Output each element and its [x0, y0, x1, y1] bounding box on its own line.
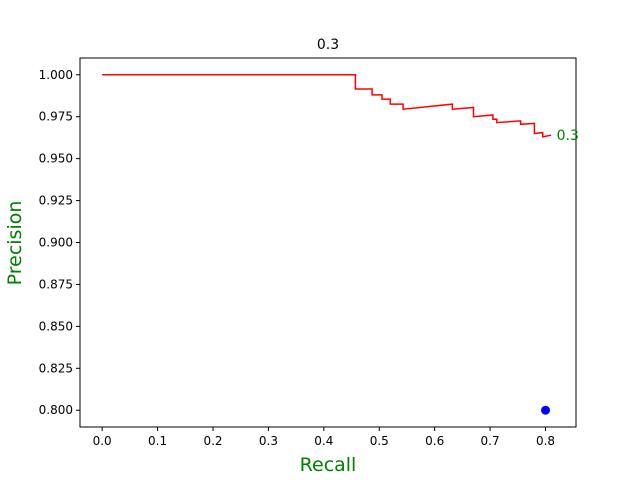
x-axis-ticks: 0.0 0.1 0.2 0.3 0.4 0.5 0.6 0.7 0.8	[93, 427, 555, 448]
y-axis-label: Precision	[4, 201, 26, 286]
y-tick-label: 0.950	[39, 152, 73, 166]
y-tick-label: 0.850	[39, 319, 73, 333]
marks-layer: 0.3	[541, 128, 579, 415]
y-tick-label: 0.800	[39, 403, 73, 417]
x-tick-label: 0.1	[148, 434, 167, 448]
series-layer	[102, 74, 552, 138]
plot-area	[79, 57, 577, 428]
x-tick-label: 0.6	[425, 434, 444, 448]
x-tick-label: 0.4	[314, 434, 333, 448]
x-tick-label: 0.0	[93, 434, 112, 448]
operating-point	[541, 405, 551, 415]
pr-curve-line	[102, 74, 552, 138]
x-tick-label: 0.5	[370, 434, 389, 448]
x-tick-label: 0.7	[481, 434, 500, 448]
y-tick-label: 0.900	[39, 236, 73, 250]
chart-title: 0.3	[317, 37, 339, 53]
y-tick-label: 0.825	[39, 361, 73, 375]
x-tick-label: 0.2	[203, 434, 222, 448]
y-tick-label: 0.925	[39, 194, 73, 208]
y-tick-label: 0.975	[39, 110, 73, 124]
y-tick-label: 0.875	[39, 277, 73, 291]
y-tick-label: 1.000	[39, 68, 73, 82]
x-tick-label: 0.3	[259, 434, 278, 448]
x-axis-label: Recall	[300, 454, 357, 476]
y-axis-ticks: 0.800 0.825 0.850 0.875 0.900 0.925 0.950 0.975…	[39, 68, 80, 417]
x-tick-label: 0.8	[536, 434, 555, 448]
curve-annotation: 0.3	[557, 128, 579, 144]
